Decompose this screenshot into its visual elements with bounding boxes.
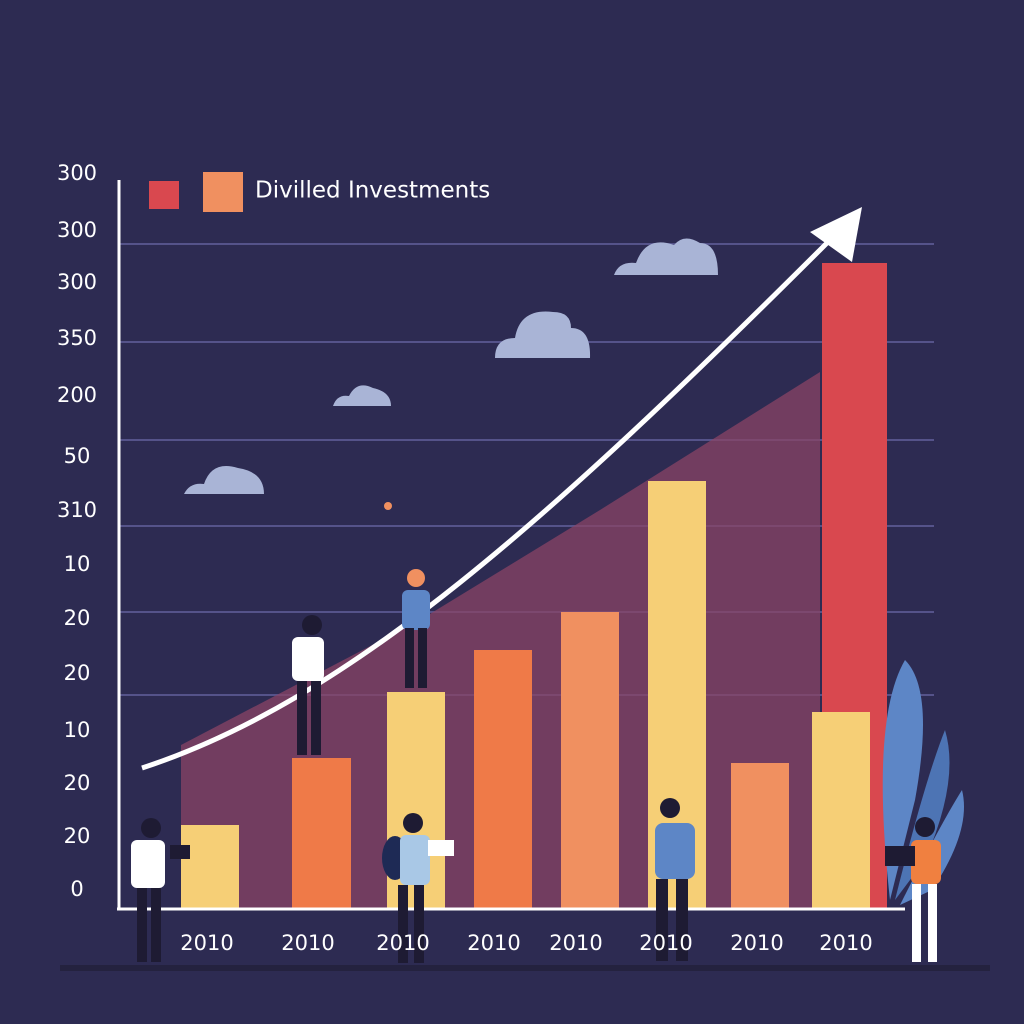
y-axis-label: 350: [57, 326, 97, 350]
y-axis-label: 10: [64, 718, 91, 742]
legend-swatch: [203, 172, 243, 212]
legend-swatch: [149, 181, 179, 209]
x-axis-label: 2010: [376, 931, 429, 955]
y-axis-label: 300: [57, 161, 97, 185]
arrow-head: [810, 207, 862, 262]
y-axis-label: 20: [64, 824, 91, 848]
people: [131, 569, 941, 963]
x-axis-label: 2010: [281, 931, 334, 955]
y-axis-label: 20: [64, 606, 91, 630]
x-axis-label: 2010: [467, 931, 520, 955]
dot: [384, 502, 392, 510]
trend-arrow: [141, 228, 842, 771]
y-axis-label: 0: [70, 877, 83, 901]
x-axis-label: 2010: [819, 931, 872, 955]
x-axis-label: 2010: [730, 931, 783, 955]
y-axis-label: 10: [64, 552, 91, 576]
x-axis-label: 2010: [639, 931, 692, 955]
y-axis-label: 20: [64, 661, 91, 685]
y-axis-label: 20: [64, 771, 91, 795]
clouds: [184, 238, 718, 494]
y-axis-label: 310: [57, 498, 97, 522]
y-axis-label: 300: [57, 218, 97, 242]
x-axis-label: 2010: [549, 931, 602, 955]
bars: [181, 481, 870, 908]
y-axis-label: 50: [64, 444, 91, 468]
y-axis-label: 300: [57, 270, 97, 294]
y-axis-label: 200: [57, 383, 97, 407]
x-axis-label: 2010: [180, 931, 233, 955]
legend-label: Divilled Investments: [255, 178, 490, 204]
